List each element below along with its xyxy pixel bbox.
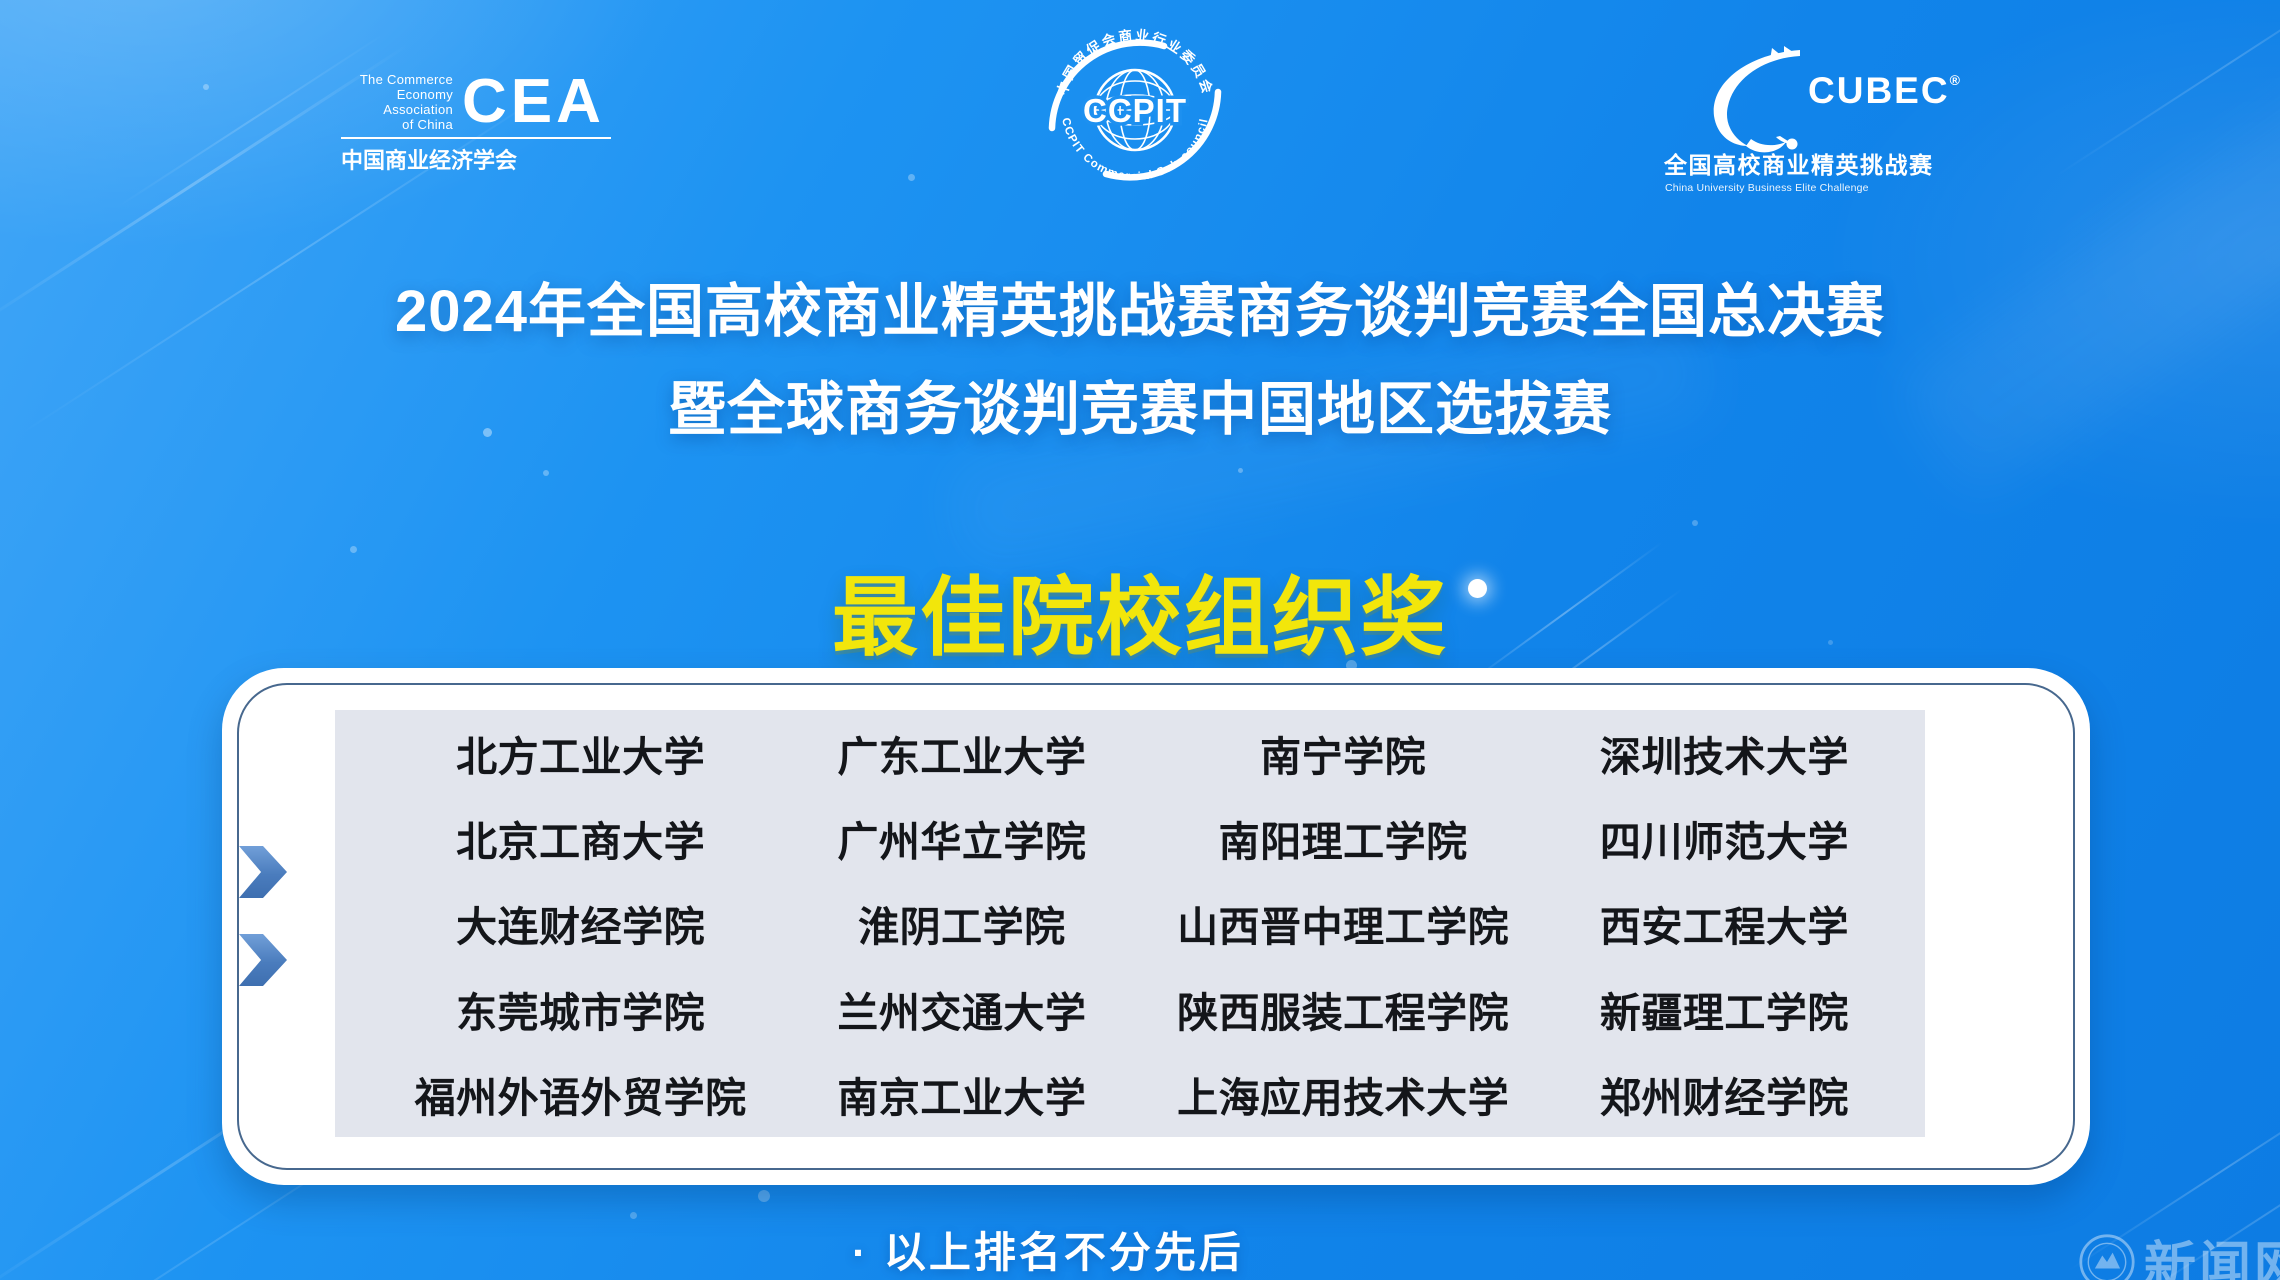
winner-school: 上海应用技术大学	[1177, 1075, 1510, 1122]
bokeh-dot	[350, 546, 357, 553]
winner-school: 南宁学院	[1260, 733, 1427, 780]
bokeh-dot	[543, 470, 549, 476]
svg-text:中国贸促会商业行业委员会: 中国贸促会商业行业委员会	[1054, 27, 1217, 98]
winner-school: 深圳技术大学	[1599, 733, 1849, 780]
bokeh-dot	[483, 428, 492, 437]
university-seal-icon	[2079, 1233, 2135, 1280]
cubec-chinese-name: 全国高校商业精英挑战赛	[1664, 152, 1934, 178]
winner-school: 东莞城市学院	[456, 989, 706, 1036]
winners-list-background: 北方工业大学 广东工业大学 南宁学院 深圳技术大学 北京工商大学 广州华立学院 …	[335, 710, 1925, 1137]
bokeh-dot	[1346, 660, 1357, 671]
winner-school: 新疆理工学院	[1599, 989, 1849, 1036]
bokeh-dot	[758, 1190, 770, 1202]
ccpit-acronym: CCPIT	[1083, 92, 1187, 129]
watermark-text: 新闻网	[2144, 1238, 2280, 1280]
bokeh-dot	[1828, 640, 1833, 645]
sparkle-dot	[1468, 579, 1487, 598]
winner-school: 广州华立学院	[837, 819, 1087, 866]
cea-divider	[341, 137, 611, 139]
bokeh-dot	[203, 84, 209, 90]
bokeh-dot	[1306, 640, 1314, 648]
cea-logo: The Commerce Economy Association of Chin…	[341, 67, 611, 175]
winner-school: 南阳理工学院	[1218, 819, 1468, 866]
winner-school: 陕西服装工程学院	[1177, 989, 1510, 1036]
cubec-dragon-icon	[1713, 46, 1800, 153]
winner-school: 山西晋中理工学院	[1177, 904, 1510, 951]
news-watermark: 新闻网	[2076, 1224, 2280, 1280]
winner-school: 郑州财经学院	[1599, 1075, 1849, 1122]
award-title: 最佳院校组织奖	[832, 570, 1448, 666]
bokeh-dot	[1238, 468, 1243, 473]
cea-acronym: CEA	[462, 67, 605, 136]
cubec-logo: CUBEC® 全国高校商业精英挑战赛 China University Busi…	[1660, 44, 2020, 194]
winner-school: 北方工业大学	[456, 733, 706, 780]
bokeh-dot	[908, 174, 915, 181]
ccpit-globe-icon	[1048, 39, 1222, 181]
event-title-line2: 暨全球商务谈判竞赛中国地区选拔赛	[667, 377, 1612, 442]
winner-school: 西安工程大学	[1599, 904, 1849, 951]
registered-mark: ®	[1949, 72, 1962, 88]
bokeh-dot	[1692, 520, 1698, 526]
cea-chinese-name: 中国商业经济学会	[341, 148, 518, 173]
cubec-english-name: China University Business Elite Challeng…	[1665, 182, 1869, 194]
winner-school: 南京工业大学	[837, 1075, 1087, 1122]
winner-school: 北京工商大学	[456, 819, 706, 866]
event-title-line1: 2024年全国高校商业精英挑战赛商务谈判竞赛全国总决赛	[394, 279, 1886, 344]
panel-outline	[237, 683, 2075, 1170]
winners-grid: 北方工业大学 广东工业大学 南宁学院 深圳技术大学 北京工商大学 广州华立学院 …	[335, 710, 1925, 1137]
ccpit-arc-top: 中国贸促会商业行业委员会	[1054, 27, 1214, 98]
cea-org-name: The Commerce Economy Association of Chin…	[359, 72, 453, 132]
winner-school: 兰州交通大学	[837, 989, 1087, 1036]
cubec-acronym: CUBEC®	[1808, 70, 1962, 111]
winner-school: 四川师范大学	[1599, 819, 1849, 866]
ranking-note: · 以上排名不分先后	[852, 1229, 1244, 1276]
winner-school: 淮阴工学院	[858, 904, 1066, 951]
winner-school: 福州外语外贸学院	[414, 1075, 747, 1122]
ccpit-logo: CCPIT 中国贸促会商业行业委员会 CCPIT Commercial Sub-…	[1048, 27, 1222, 183]
winner-school: 大连财经学院	[456, 904, 706, 951]
winner-school: 广东工业大学	[837, 733, 1087, 780]
winners-panel: 北方工业大学 广东工业大学 南宁学院 深圳技术大学 北京工商大学 广州华立学院 …	[222, 668, 2090, 1185]
bokeh-dot	[630, 1212, 637, 1219]
